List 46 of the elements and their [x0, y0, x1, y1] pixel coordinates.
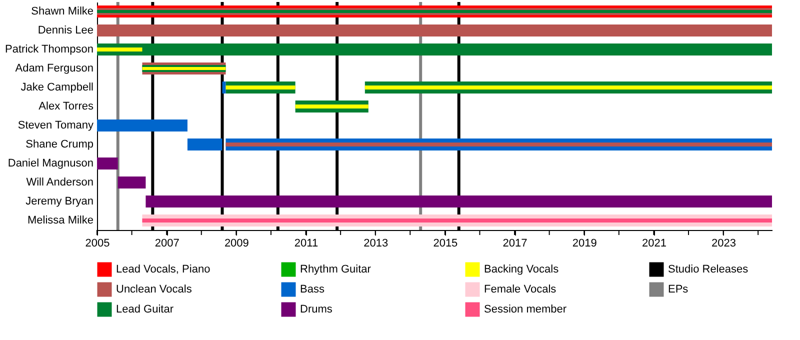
y-tick-label: Steven Tomany — [18, 120, 94, 132]
x-tick-label: 2009 — [224, 238, 249, 250]
x-tick-label: 2023 — [712, 238, 736, 250]
legend-label: EPs — [668, 284, 689, 296]
x-tick-label: 2021 — [642, 238, 666, 250]
y-tick-label: Alex Torres — [38, 100, 94, 112]
y-tick-label: Adam Ferguson — [15, 62, 94, 74]
x-tick-label: 2017 — [502, 238, 528, 250]
bar — [142, 218, 772, 222]
legend-label: Session member — [484, 304, 567, 316]
legend-label: Backing Vocals — [484, 264, 560, 276]
bar — [226, 142, 772, 146]
bar — [187, 138, 222, 150]
bar — [364, 86, 772, 90]
y-tick-label: Shawn Milke — [31, 6, 94, 18]
y-tick-label: Daniel Magnuson — [8, 158, 94, 170]
bar — [97, 44, 772, 56]
legend-label: Lead Vocals, Piano — [116, 264, 210, 276]
bar — [118, 176, 146, 188]
legend-label: Studio Releases — [668, 264, 749, 276]
legend-label: Bass — [300, 284, 325, 296]
x-tick-label: 2005 — [85, 238, 110, 250]
y-tick-label: Jake Campbell — [20, 82, 94, 94]
bar — [97, 48, 142, 52]
y-tick-label: Jeremy Bryan — [26, 196, 94, 208]
x-tick-label: 2019 — [572, 238, 597, 250]
x-tick-label: 2011 — [294, 238, 318, 250]
bar — [295, 104, 368, 108]
bar — [97, 120, 188, 132]
x-tick-label: 2015 — [433, 238, 458, 250]
x-tick-label: 2007 — [154, 238, 180, 250]
legend-label: Drums — [300, 304, 333, 316]
legend-label: Lead Guitar — [116, 304, 174, 316]
bar — [97, 158, 118, 170]
bar — [97, 24, 772, 36]
y-tick-label: Patrick Thompson — [5, 44, 94, 56]
bar — [226, 86, 296, 90]
legend-label: Unclean Vocals — [116, 284, 192, 296]
x-tick-label: 2013 — [364, 238, 388, 250]
y-tick-label: Will Anderson — [26, 176, 94, 188]
bar — [146, 196, 772, 208]
y-tick-label: Shane Crump — [26, 138, 94, 150]
legend-label: Rhythm Guitar — [300, 264, 372, 276]
legend-label: Female Vocals — [484, 284, 557, 296]
y-tick-label: Dennis Lee — [38, 24, 94, 36]
y-tick-label: Melissa Milke — [27, 214, 94, 226]
